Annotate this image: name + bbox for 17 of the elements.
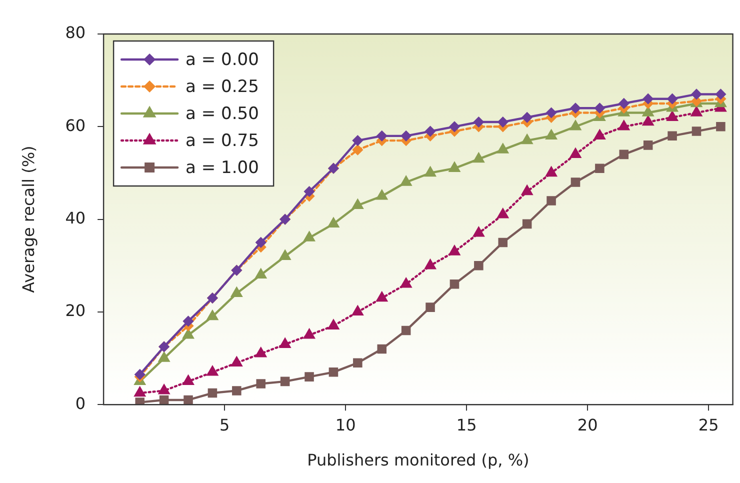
legend-label: a = 0.50 [186, 104, 259, 124]
y-tick-label: 80 [65, 23, 86, 42]
legend-label: a = 0.75 [186, 130, 259, 151]
y-tick-label: 60 [65, 116, 86, 135]
x-tick-label: 10 [335, 415, 356, 434]
y-tick-label: 40 [65, 208, 86, 228]
x-tick-label: 15 [456, 415, 477, 434]
y-tick-label: 20 [65, 301, 86, 320]
legend-label: a = 0.25 [186, 76, 259, 97]
legend-label: a = 0.00 [186, 50, 259, 70]
x-axis-title: Publishers monitored (p, %) [307, 450, 530, 470]
legend-label: a = 1.00 [186, 158, 259, 178]
x-tick-label: 20 [577, 415, 598, 434]
x-tick-label: 5 [219, 415, 230, 434]
y-axis-title: Average recall (%) [18, 146, 38, 293]
x-tick-label: 25 [698, 415, 719, 434]
y-tick-label: 0 [75, 394, 86, 413]
